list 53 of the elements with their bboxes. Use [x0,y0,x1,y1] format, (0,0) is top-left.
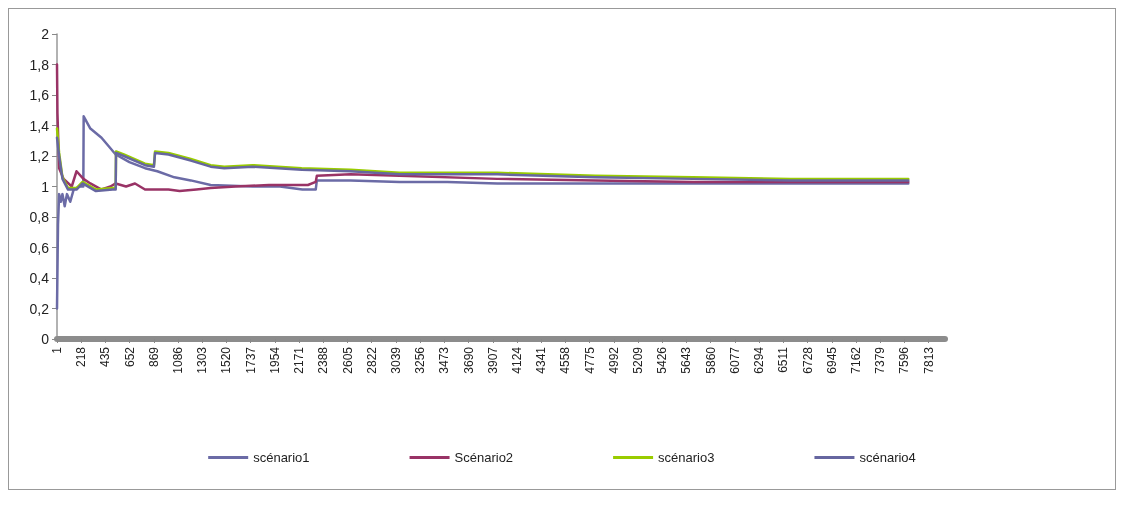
y-tick-label: 1 [41,178,50,195]
x-tick-label: 7596 [897,346,912,374]
x-tick-label: 5426 [655,346,670,374]
x-tick-label: 1954 [267,346,282,374]
x-tick-label: 3256 [413,346,428,374]
x-tick-label: 4341 [534,346,549,374]
line-series [55,115,910,310]
y-tick-label: 1,2 [29,148,50,164]
x-tick-label: 1520 [219,346,234,374]
legend-label: scénario1 [253,450,310,465]
y-tick-label: 2 [41,26,50,42]
x-tick-label: 2822 [364,346,379,374]
x-tick-label: 6728 [800,346,815,374]
y-tick-label: 1,8 [29,56,50,73]
x-tick-label: 3039 [388,346,403,374]
x-tick-label: 1086 [171,346,186,374]
x-tick-label: 3473 [437,346,452,374]
x-tick-label: 652 [122,346,137,368]
x-tick-label: 6294 [752,346,767,374]
x-tick-label: 3690 [461,346,476,374]
x-tick-label: 1737 [243,346,258,374]
y-tick-label: 0,8 [29,209,50,225]
x-tick-label: 4992 [606,346,621,374]
x-tick-label: 4775 [582,346,597,374]
x-tick-label: 2605 [340,346,355,374]
x-tick-label: 435 [98,346,113,368]
x-tick-label: 2388 [316,346,331,374]
y-tick-label: 1,4 [29,117,50,134]
x-tick-label: 869 [146,346,161,368]
x-tick-label: 6511 [776,346,791,373]
y-tick-label: 0,2 [29,300,50,317]
y-tick-label: 0,6 [29,239,50,256]
x-tick-label: 3907 [485,346,500,374]
x-tick-label: 4124 [510,346,525,374]
x-tick-label: 1303 [195,346,210,374]
y-tick-label: 0,4 [29,270,50,286]
x-tick-label: 1 [50,346,64,354]
x-tick-label: 7813 [921,346,936,374]
x-tick-label: 4558 [558,346,573,374]
x-tick-label: 2171 [292,346,307,374]
legend-label: scénario4 [859,450,916,465]
x-tick-label: 6945 [824,346,839,374]
legend-label: Scénario2 [454,450,514,465]
legend-label: scénario3 [658,450,715,465]
x-tick-label: 6077 [727,346,742,374]
x-tick-label: 7162 [848,346,863,374]
x-tick-label: 5209 [631,346,646,374]
y-tick-label: 0 [41,331,50,347]
x-tick-label: 5643 [679,346,694,374]
x-tick-label: 218 [74,346,89,368]
x-tick-label: 7379 [873,346,888,374]
y-tick-label: 1,6 [29,87,50,103]
x-tick-label: 5860 [703,346,718,374]
